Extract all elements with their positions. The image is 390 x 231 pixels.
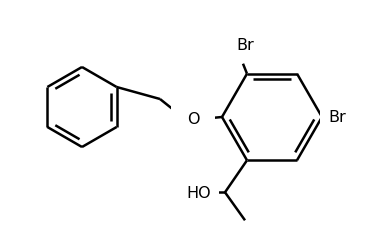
- Text: HO: HO: [186, 185, 211, 200]
- Text: Br: Br: [236, 37, 254, 52]
- Text: Br: Br: [328, 110, 346, 125]
- Text: O: O: [187, 112, 199, 127]
